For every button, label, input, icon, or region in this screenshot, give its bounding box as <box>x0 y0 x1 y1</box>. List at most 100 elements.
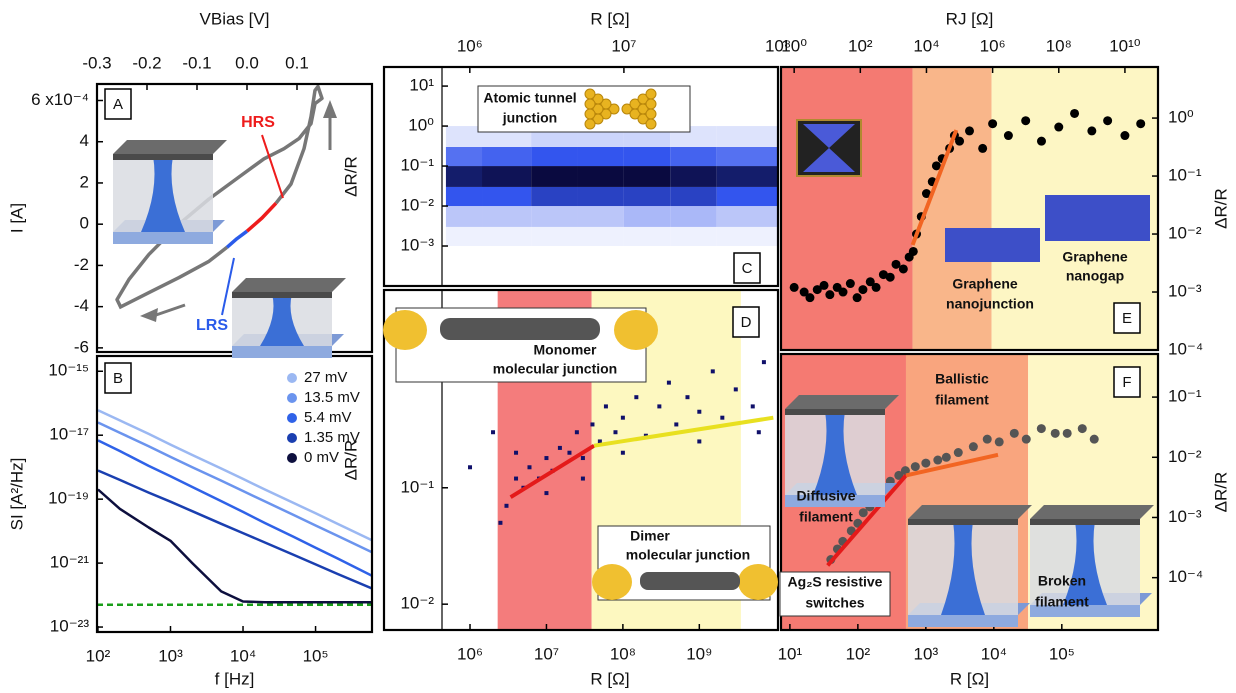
point <box>468 465 472 469</box>
heat-cell <box>578 147 624 166</box>
heat-cell <box>578 187 624 206</box>
heat-cell <box>482 227 531 246</box>
point <box>899 264 908 273</box>
y-tick-label: 10⁻¹ <box>400 156 434 175</box>
y-tick-label: 10⁻¹⁵ <box>48 361 89 380</box>
point <box>498 521 502 525</box>
arrow-up <box>323 100 337 118</box>
electrode <box>592 564 632 600</box>
heat-cell <box>446 166 482 187</box>
device-base <box>232 346 332 358</box>
point <box>1037 424 1046 433</box>
point <box>886 273 895 282</box>
annotation: filament <box>799 509 853 525</box>
atom <box>646 109 656 119</box>
point <box>581 456 585 460</box>
x-tick-label: -0.2 <box>132 53 161 72</box>
point <box>911 462 920 471</box>
y-tick-label: 10⁻³ <box>1168 282 1202 301</box>
device-base <box>908 615 1018 627</box>
heat-cell <box>670 206 716 227</box>
point <box>1063 429 1072 438</box>
y-tick-label: 10⁻² <box>1168 224 1202 243</box>
heat-cell <box>670 166 716 187</box>
point <box>621 451 625 455</box>
panel-letter: A <box>113 96 123 113</box>
series-line <box>98 490 372 603</box>
point <box>504 504 508 508</box>
y-tick-label: -6 <box>74 337 89 356</box>
arrow-left <box>140 308 158 322</box>
y-axis-label: I [A] <box>7 203 26 233</box>
point <box>1037 137 1046 146</box>
point <box>527 465 531 469</box>
x-tick-label: 10⁰ <box>781 36 807 55</box>
molecule <box>640 572 740 590</box>
annotation: molecular junction <box>626 547 750 563</box>
y-tick-label: 10⁻³ <box>400 235 434 254</box>
point <box>1010 429 1019 438</box>
annotation: Graphene <box>1062 249 1128 265</box>
heat-cell <box>717 187 778 206</box>
point <box>1087 126 1096 135</box>
x-tick-label: 10⁷ <box>611 36 636 55</box>
atom <box>646 99 656 109</box>
atom <box>646 89 656 99</box>
point <box>734 387 738 391</box>
y-tick-label: 10⁻¹⁷ <box>49 425 89 444</box>
x-axis-label: VBias [V] <box>200 9 270 28</box>
point <box>634 395 638 399</box>
point <box>988 119 997 128</box>
heat-cell <box>578 166 624 187</box>
point <box>1021 116 1030 125</box>
y-tick-label: 4 <box>80 131 89 150</box>
annotation: nanojunction <box>946 296 1034 312</box>
panel-letter: B <box>113 370 123 387</box>
x-tick-label: 10⁴ <box>981 644 1007 663</box>
annotation: LRS <box>196 317 228 334</box>
x-tick-label: 0.1 <box>285 53 309 72</box>
region-band <box>781 67 913 350</box>
point <box>805 293 814 302</box>
point <box>581 477 585 481</box>
y-axis-label: SI [A²/Hz] <box>7 458 26 531</box>
annotation: nanogap <box>1066 268 1124 284</box>
x-axis-label: R [Ω] <box>950 669 989 688</box>
point <box>983 435 992 444</box>
heat-cell <box>717 166 778 187</box>
legend-swatch <box>287 373 297 383</box>
y-tick-label: 10⁻⁴ <box>1168 567 1203 586</box>
x-tick-label: 10² <box>86 646 111 665</box>
heat-cell <box>446 187 482 206</box>
panel-letter: E <box>1122 310 1132 327</box>
annotation: Atomic tunnel <box>483 90 576 106</box>
point <box>720 416 724 420</box>
point <box>514 451 518 455</box>
device-top-front <box>908 519 1018 525</box>
x-tick-label: 10⁹ <box>686 644 712 663</box>
annotation: Ag₂S resistive <box>788 574 883 590</box>
plot-area <box>446 126 778 246</box>
annotation: Monomer <box>534 342 598 358</box>
x-tick-label: 10⁵ <box>1049 644 1075 663</box>
point <box>1022 435 1031 444</box>
electrode <box>383 310 427 350</box>
point <box>846 279 855 288</box>
y-tick-label: 10⁻¹ <box>400 477 434 496</box>
point <box>1070 109 1079 118</box>
heat-cell <box>624 227 670 246</box>
x-tick-label: 10³ <box>914 644 939 663</box>
annotation: filament <box>1035 594 1089 610</box>
legend-label: 13.5 mV <box>304 389 360 406</box>
point <box>1054 123 1063 132</box>
x-tick-label: 0.0 <box>235 53 259 72</box>
point <box>1103 116 1112 125</box>
point <box>942 453 951 462</box>
point <box>751 404 755 408</box>
point <box>697 410 701 414</box>
x-tick-label: 10⁷ <box>534 644 559 663</box>
point <box>604 404 608 408</box>
heat-cell <box>446 147 482 166</box>
x-axis-label: f [Hz] <box>215 669 255 688</box>
